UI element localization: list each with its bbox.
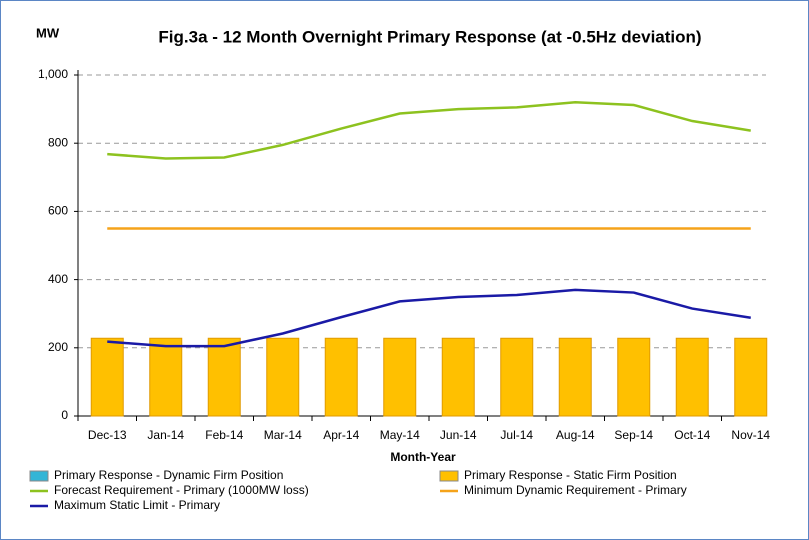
bar <box>266 337 300 417</box>
bar <box>207 337 241 417</box>
bar <box>558 337 592 417</box>
x-tick-label: Jan-14 <box>147 428 184 442</box>
legend-swatch <box>439 470 459 482</box>
bar <box>149 337 183 417</box>
legend-label: Maximum Static Limit - Primary <box>54 498 220 512</box>
bar <box>441 337 475 417</box>
x-tick-label: Nov-14 <box>731 428 770 442</box>
x-tick-label: Oct-14 <box>674 428 710 442</box>
bar <box>90 337 124 417</box>
x-tick-label: Mar-14 <box>264 428 302 442</box>
y-axis-label: MW <box>36 25 60 40</box>
bar <box>324 337 358 417</box>
y-tick-label: 600 <box>48 204 68 218</box>
legend-label: Primary Response - Static Firm Position <box>464 468 677 482</box>
chart-title: Fig.3a - 12 Month Overnight Primary Resp… <box>158 27 701 46</box>
y-tick-label: 400 <box>48 272 68 286</box>
x-tick-label: May-14 <box>380 428 420 442</box>
x-tick-label: Jun-14 <box>440 428 477 442</box>
y-tick-label: 1,000 <box>38 67 68 81</box>
y-tick-label: 800 <box>48 135 68 149</box>
bar <box>734 337 768 417</box>
line <box>107 288 751 348</box>
legend-label: Minimum Dynamic Requirement - Primary <box>464 483 687 497</box>
legend-swatch <box>29 470 49 482</box>
x-tick-label: Aug-14 <box>556 428 595 442</box>
x-axis-label: Month-Year <box>390 450 456 464</box>
legend-label: Primary Response - Dynamic Firm Position <box>54 468 283 482</box>
bar <box>675 337 709 417</box>
x-tick-label: Sep-14 <box>614 428 653 442</box>
x-tick-label: Apr-14 <box>323 428 359 442</box>
bar <box>383 337 417 417</box>
legend-label: Forecast Requirement - Primary (1000MW l… <box>54 483 309 497</box>
x-tick-label: Feb-14 <box>205 428 243 442</box>
line <box>107 101 751 160</box>
bar <box>617 337 651 417</box>
x-tick-label: Dec-13 <box>88 428 127 442</box>
y-tick-label: 200 <box>48 340 68 354</box>
bar <box>500 337 534 417</box>
x-tick-label: Jul-14 <box>500 428 533 442</box>
y-tick-label: 0 <box>61 408 68 422</box>
